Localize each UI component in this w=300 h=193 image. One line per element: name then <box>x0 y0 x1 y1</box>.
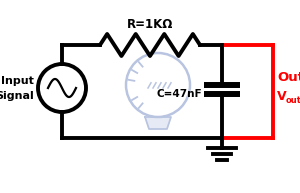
Text: out: out <box>286 96 300 105</box>
Text: Input: Input <box>1 76 34 86</box>
Text: V: V <box>277 90 286 103</box>
Text: Output: Output <box>277 71 300 84</box>
Text: R=1KΩ: R=1KΩ <box>127 18 173 31</box>
Text: C=47nF: C=47nF <box>156 89 202 99</box>
Polygon shape <box>145 117 171 129</box>
Text: Signal: Signal <box>0 91 34 101</box>
